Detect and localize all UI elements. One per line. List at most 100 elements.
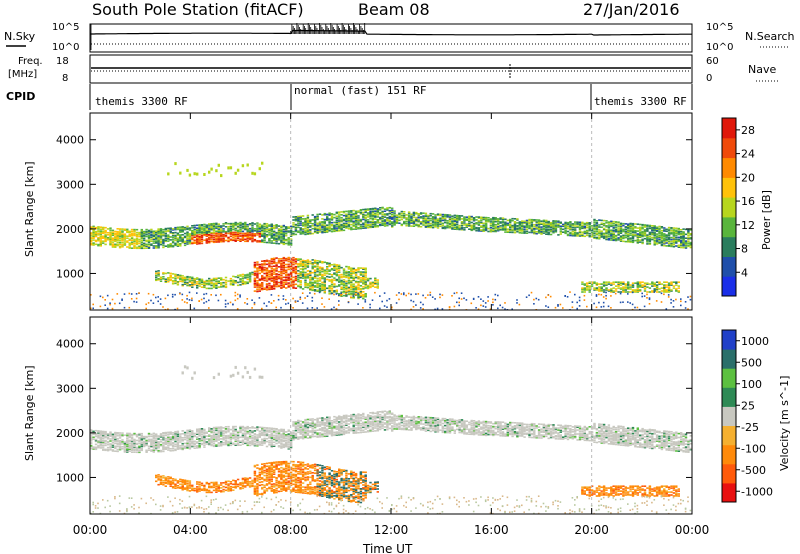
- echo-cell: [135, 247, 139, 250]
- echo-cell: [275, 265, 278, 267]
- echo-cell: [220, 279, 223, 281]
- echo-cell: [393, 221, 396, 223]
- echo-cell: [116, 439, 119, 442]
- echo-cell: [92, 230, 95, 233]
- echo-cell: [285, 263, 288, 266]
- echo-cell: [277, 277, 281, 280]
- echo-cell: [191, 236, 194, 239]
- echo-cell: [431, 220, 435, 223]
- echo-cell: [301, 261, 305, 264]
- echo-cell: [130, 437, 134, 440]
- echo-cell: [311, 223, 314, 225]
- echo-cell: [212, 228, 216, 231]
- echo-cell: [109, 243, 112, 245]
- echo-cell: [672, 238, 676, 240]
- echo-cell: [521, 222, 524, 224]
- echo-cell: [639, 239, 642, 241]
- echo-cell: [261, 276, 264, 278]
- echo-cell: [547, 226, 550, 229]
- echo-cell: [667, 237, 671, 240]
- echo-cell: [651, 281, 654, 283]
- echo-cell: [612, 236, 615, 239]
- echo-cell: [412, 212, 416, 215]
- echo-cell: [364, 278, 367, 280]
- echo-cell: [106, 294, 109, 297]
- echo-cell: [215, 278, 218, 281]
- echo-cell: [227, 230, 230, 233]
- echo-cell: [246, 235, 249, 238]
- echo-cell: [648, 233, 652, 236]
- echo-cell: [130, 433, 134, 436]
- echo-cell: [174, 235, 177, 238]
- echo-cell: [92, 244, 95, 246]
- echo-cell: [627, 287, 630, 289]
- echo-cell: [436, 220, 440, 222]
- echo-cell: [273, 260, 276, 263]
- echo-cell: [619, 236, 623, 238]
- echo-cell: [407, 224, 411, 226]
- echo-cell: [354, 293, 357, 295]
- echo-cell: [263, 279, 266, 282]
- echo-cell: [183, 276, 187, 279]
- echo-cell: [586, 231, 589, 234]
- echo-cell: [369, 214, 372, 217]
- echo-cell: [135, 443, 139, 446]
- echo-cell: [646, 286, 649, 288]
- echo-cell: [186, 281, 189, 284]
- echo-cell: [217, 226, 220, 228]
- echo-cell: [364, 272, 367, 274]
- echo-cell: [653, 230, 656, 232]
- echo-cell: [595, 283, 599, 285]
- echo-cell: [104, 233, 107, 236]
- echo-cell: [619, 282, 623, 284]
- echo-cell: [350, 291, 353, 293]
- echo-cell: [422, 220, 425, 222]
- echo-cell: [215, 241, 218, 243]
- echo-cell: [571, 306, 574, 309]
- echo-cell: [663, 286, 666, 288]
- echo-cell: [639, 231, 642, 234]
- echo-cell: [595, 233, 599, 236]
- echo-cell: [670, 244, 673, 247]
- echo-cell: [670, 232, 673, 235]
- echo-cell: [689, 237, 692, 240]
- echo-cell: [677, 245, 680, 247]
- echo-cell: [188, 228, 192, 230]
- echo-cell: [133, 238, 136, 241]
- echo-cell: [583, 287, 586, 289]
- echo-cell: [123, 450, 127, 452]
- echo-cell: [179, 275, 182, 278]
- echo-cell: [212, 225, 216, 228]
- echo-cell: [193, 277, 196, 280]
- echo-cell: [321, 223, 324, 226]
- echo-cell: [371, 218, 375, 221]
- echo-cell: [116, 232, 119, 235]
- echo-cell: [595, 222, 599, 224]
- echo-cell: [665, 284, 668, 286]
- echo-cell: [275, 267, 278, 269]
- echo-cell: [282, 232, 285, 235]
- echo-cell: [680, 233, 683, 236]
- echo-cell: [258, 263, 261, 266]
- echo-cell: [273, 284, 276, 286]
- echo-cell: [610, 222, 613, 225]
- echo-cell: [90, 243, 93, 246]
- echo-cell: [338, 281, 341, 283]
- echo-cell: [246, 227, 249, 230]
- echo-cell: [294, 283, 298, 286]
- echo-cell: [133, 247, 136, 249]
- echo-cell: [253, 277, 257, 280]
- echo-cell: [135, 433, 139, 436]
- echo-cell: [179, 230, 182, 232]
- echo-cell: [547, 224, 550, 227]
- echo-cell: [270, 277, 273, 280]
- echo-cell: [436, 219, 440, 221]
- echo-cell: [629, 224, 632, 227]
- echo-cell: [133, 228, 136, 231]
- echo-cell: [234, 231, 237, 234]
- echo-cell: [118, 243, 122, 246]
- echo-cell: [424, 219, 428, 221]
- echo-cell: [92, 307, 94, 310]
- echo-cell: [441, 227, 444, 230]
- echo-cell: [627, 282, 630, 284]
